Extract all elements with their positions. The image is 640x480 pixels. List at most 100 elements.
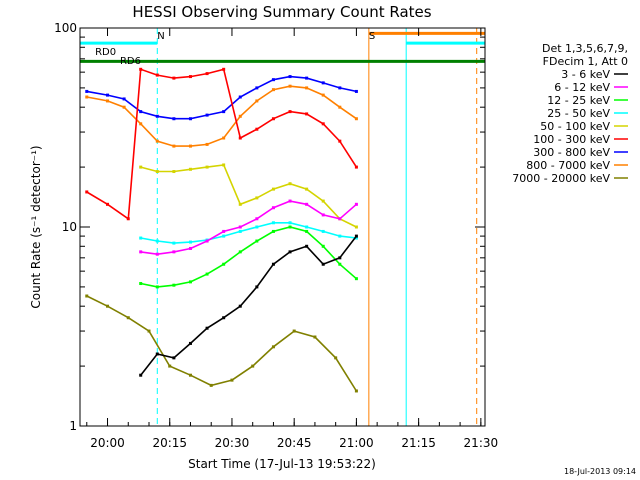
series-point-6-12-kev-11 — [321, 213, 325, 217]
y-tick-label-100: 100 — [54, 21, 77, 35]
series-point-300-800-kev-7 — [205, 113, 209, 117]
x-tick-label-21-30: 21:30 — [464, 436, 499, 450]
series-point-100-300-kev-0 — [85, 190, 89, 194]
series-point-6-12-kev-10 — [305, 202, 309, 206]
series-point-300-800-kev-13 — [305, 76, 309, 80]
series-point-100-300-kev-4 — [155, 73, 159, 77]
series-point-50-100-kev-7 — [255, 196, 259, 200]
series-point-800-7000-kev-2 — [122, 105, 126, 109]
y-tick-label-1: 1 — [69, 419, 77, 433]
series-point-3-6-kev-7 — [255, 285, 259, 289]
series-point-50-100-kev-11 — [321, 199, 325, 203]
series-point-100-300-kev-10 — [255, 127, 259, 131]
series-point-300-800-kev-0 — [85, 89, 89, 93]
series-point-25-50-kev-11 — [321, 229, 325, 233]
series-point-12-25-kev-2 — [172, 283, 176, 287]
series-point-300-800-kev-14 — [321, 81, 325, 85]
series-point-6-12-kev-6 — [238, 225, 242, 229]
series-point-300-800-kev-11 — [271, 78, 275, 82]
series-line-6-12-kev — [140, 200, 357, 256]
series-point-6-12-kev-7 — [255, 217, 259, 221]
series-point-3-6-kev-11 — [321, 262, 325, 266]
series-point-7000-20000-kev-7 — [230, 378, 234, 382]
series-point-25-50-kev-7 — [255, 225, 259, 229]
legend-label-12-25-kev: 12 - 25 keV — [547, 94, 610, 107]
series-point-3-6-kev-1 — [155, 352, 159, 356]
series-point-800-7000-kev-6 — [188, 144, 192, 148]
series-point-25-50-kev-3 — [188, 240, 192, 244]
legend-label-25-50-kev: 25 - 50 keV — [547, 107, 610, 120]
series-point-6-12-kev-12 — [338, 217, 342, 221]
series-point-12-25-kev-6 — [238, 250, 242, 254]
series-point-7000-20000-kev-5 — [188, 373, 192, 377]
legend: Det 1,3,5,6,7,9,FDecim 1, Att 03 - 6 keV… — [512, 42, 628, 185]
series-point-25-50-kev-5 — [222, 234, 226, 238]
series-point-6-12-kev-1 — [155, 252, 159, 256]
series-point-800-7000-kev-10 — [255, 99, 259, 103]
legend-label-50-100-kev: 50 - 100 keV — [540, 120, 610, 133]
series-point-12-25-kev-10 — [305, 229, 309, 233]
series-point-300-800-kev-10 — [255, 86, 259, 90]
series-point-50-100-kev-13 — [354, 225, 358, 229]
annotation-rd0: RD0 — [95, 47, 116, 58]
series-point-100-300-kev-3 — [139, 67, 143, 71]
legend-label-6-12-kev: 6 - 12 keV — [554, 81, 610, 94]
annotation-n: N — [157, 31, 164, 42]
series-point-25-50-kev-13 — [354, 236, 358, 240]
legend-label-300-800-kev: 300 - 800 keV — [533, 146, 610, 159]
annotation-s: S — [369, 31, 375, 42]
series-point-800-7000-kev-13 — [305, 86, 309, 90]
x-axis: 20:00 20:15 20:30 20:45 21:00 21:15 21:30 — [86, 28, 499, 450]
series-point-6-12-kev-3 — [188, 246, 192, 250]
series-point-25-50-kev-6 — [238, 229, 242, 233]
series-point-3-6-kev-9 — [288, 250, 292, 254]
series-point-50-100-kev-2 — [172, 170, 176, 174]
series-point-3-6-kev-13 — [354, 234, 358, 238]
x-tick-label-20-00: 20:00 — [90, 436, 125, 450]
series-point-800-7000-kev-11 — [271, 88, 275, 92]
series-line-50-100-kev — [140, 164, 357, 228]
series-point-12-25-kev-1 — [155, 285, 159, 289]
series-point-300-800-kev-5 — [172, 117, 176, 121]
series-point-3-6-kev-3 — [188, 341, 192, 345]
series-point-800-7000-kev-12 — [288, 84, 292, 88]
legend-label-7000-20000-kev: 7000 - 20000 keV — [512, 172, 610, 185]
series-point-50-100-kev-9 — [288, 182, 292, 186]
series-point-3-6-kev-4 — [205, 326, 209, 330]
series-point-300-800-kev-4 — [155, 114, 159, 118]
series-point-800-7000-kev-0 — [85, 95, 89, 99]
series-point-300-800-kev-9 — [238, 95, 242, 99]
series-point-25-50-kev-0 — [139, 236, 143, 240]
series-point-7000-20000-kev-4 — [168, 364, 172, 368]
series-point-3-6-kev-2 — [172, 356, 176, 360]
series-point-300-800-kev-3 — [139, 110, 143, 114]
series-point-7000-20000-kev-1 — [106, 304, 110, 308]
series-line-7000-20000-kev — [86, 295, 358, 392]
series-point-50-100-kev-5 — [222, 163, 226, 167]
series-point-800-7000-kev-9 — [238, 114, 242, 118]
series-point-7000-20000-kev-3 — [147, 329, 151, 333]
series-point-3-6-kev-10 — [305, 244, 309, 248]
series-point-7000-20000-kev-0 — [85, 294, 89, 298]
series-point-300-800-kev-2 — [122, 97, 126, 101]
series-point-12-25-kev-4 — [205, 272, 209, 276]
series-point-3-6-kev-6 — [238, 304, 242, 308]
series-point-7000-20000-kev-8 — [251, 364, 255, 368]
x-tick-label-20-30: 20:30 — [215, 436, 250, 450]
series-point-6-12-kev-5 — [222, 229, 226, 233]
series-point-800-7000-kev-14 — [321, 93, 325, 97]
legend-header-2: FDecim 1, Att 0 — [543, 55, 628, 68]
series-point-25-50-kev-8 — [271, 221, 275, 225]
series-point-100-300-kev-15 — [338, 139, 342, 143]
legend-label-800-7000-kev: 800 - 7000 keV — [526, 159, 610, 172]
series-point-100-300-kev-8 — [222, 67, 226, 71]
series-point-25-50-kev-10 — [305, 225, 309, 229]
series-point-7000-20000-kev-6 — [209, 383, 213, 387]
series-point-12-25-kev-5 — [222, 262, 226, 266]
x-axis-title: Start Time (17-Jul-13 19:53:22) — [188, 457, 376, 471]
series-point-12-25-kev-9 — [288, 225, 292, 229]
series-point-100-300-kev-6 — [188, 75, 192, 79]
series-point-300-800-kev-8 — [222, 110, 226, 114]
series-point-6-12-kev-2 — [172, 250, 176, 254]
